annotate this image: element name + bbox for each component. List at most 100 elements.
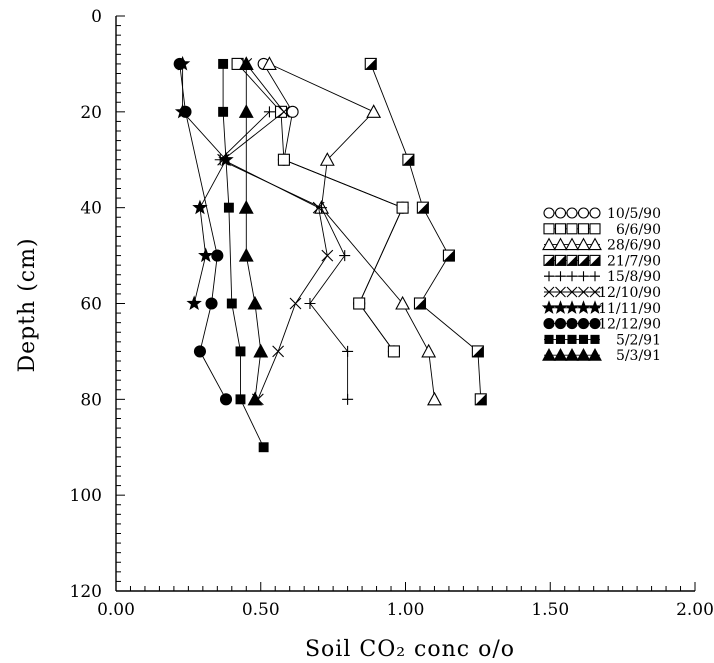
data-point [577,207,590,219]
data-point [402,153,415,166]
data-point [567,271,577,282]
data-point [576,300,591,314]
data-point [589,318,601,330]
data-point [396,201,409,214]
legend-item: 6/6/90 [543,222,661,238]
data-point [578,271,589,282]
legend-item: 5/3/91 [542,348,661,364]
data-point [589,207,601,219]
series-group [173,55,487,453]
data-point [353,297,366,310]
data-point [192,199,208,215]
data-point [541,300,557,314]
data-point [589,223,601,235]
series-12-12-90 [173,57,233,406]
legend-label: 12/10/90 [598,285,661,301]
data-point [543,318,555,330]
data-point [198,247,214,263]
legend: 10/5/906/6/9028/6/9021/7/9015/8/9012/10/… [541,206,661,364]
data-point [272,345,285,358]
legend-item: 12/12/90 [543,317,661,333]
x-tick-label: 1.00 [387,600,425,620]
data-point [442,249,455,262]
x-tick-label: 0.00 [97,600,135,620]
data-point [274,105,288,118]
data-point [543,207,555,219]
x-axis-title: Soil CO₂ conc o/o [305,637,515,662]
y-tick-label: 0 [91,7,102,27]
y-tick-labels: 0 20 40 60 80 100 120 [70,7,102,602]
x-tick-label: 2.00 [676,600,714,620]
data-point [235,394,246,405]
data-point [576,348,591,361]
axes [115,15,696,592]
series-15-8-90 [214,106,354,405]
data-point [553,237,568,251]
data-point [211,249,224,262]
data-point [238,56,254,70]
data-point [247,295,263,310]
data-point [247,391,263,406]
data-point [542,348,556,361]
x-tick-labels: 0.00 0.50 1.00 1.50 2.00 [97,600,714,620]
data-point [278,105,290,118]
series-21-7-90 [364,57,487,406]
data-point [413,297,427,310]
data-point [219,393,233,406]
data-point [387,345,400,358]
data-point [587,300,603,314]
legend-label: 15/8/90 [607,269,661,285]
data-point [262,56,277,70]
data-point [286,105,299,118]
data-point [578,286,589,298]
legend-label: 21/7/90 [607,253,661,269]
series-line [222,63,328,400]
data-point [553,348,568,361]
data-point [366,104,382,118]
data-point [238,200,254,214]
legend-label: 28/6/90 [607,238,661,254]
data-point [544,271,554,282]
series-line [179,63,227,400]
data-point [258,442,269,453]
data-point [319,152,335,166]
data-point [263,106,275,118]
data-point [554,318,567,330]
legend-label: 6/6/90 [616,222,661,238]
data-point [342,393,354,405]
data-point [218,106,229,117]
data-point [173,57,186,70]
data-point [555,286,566,298]
data-point [421,343,437,358]
data-point [566,286,578,298]
data-point [339,250,351,262]
data-point [427,391,442,406]
data-point [564,300,580,314]
data-point [543,286,555,298]
data-point [566,318,578,330]
data-point [218,58,229,69]
legend-label: 5/3/91 [616,348,661,364]
data-point [186,295,202,311]
series-11-11-90 [174,55,234,311]
data-point [577,223,590,235]
series-line [182,63,227,304]
legend-item: 11/11/90 [541,300,661,317]
data-point [555,334,566,344]
data-point [565,237,579,251]
data-point [555,271,566,282]
legend-label: 5/2/91 [616,332,661,348]
data-point [553,300,568,314]
data-point [416,201,429,214]
legend-item: 5/2/91 [544,332,661,348]
data-point [542,237,556,251]
legend-item: 12/10/90 [543,285,661,301]
data-point [566,223,578,235]
data-point [235,346,246,357]
data-point [304,298,316,309]
legend-item: 10/5/90 [543,206,661,222]
data-point [565,348,579,361]
legend-label: 10/5/90 [607,206,661,222]
data-point [589,254,601,266]
